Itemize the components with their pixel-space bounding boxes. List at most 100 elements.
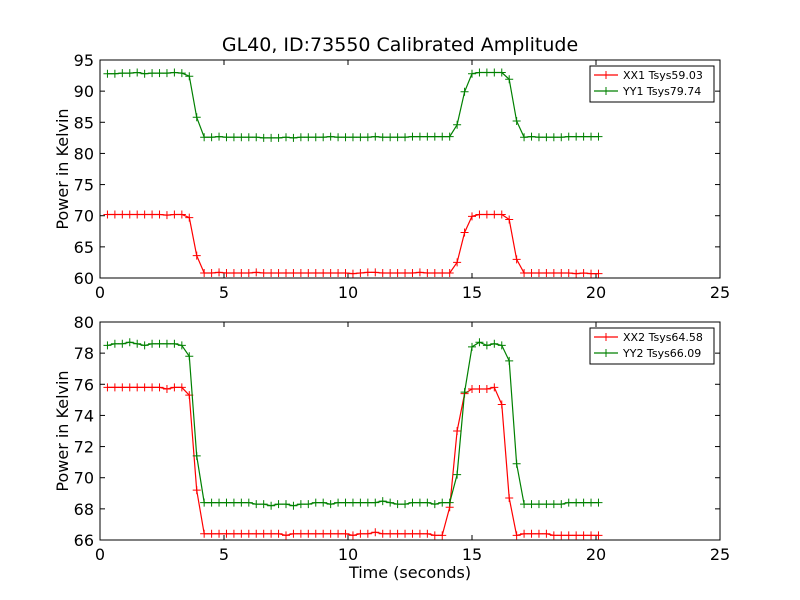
data-point xyxy=(348,133,357,142)
data-point xyxy=(438,498,447,507)
data-point xyxy=(244,133,253,142)
data-point xyxy=(386,269,395,278)
data-point xyxy=(140,341,149,350)
data-point xyxy=(348,531,357,540)
x-tick-label: 0 xyxy=(95,283,105,302)
series-0 xyxy=(103,210,603,278)
data-point xyxy=(319,133,328,142)
data-point xyxy=(185,72,194,81)
data-point xyxy=(200,498,209,507)
y-tick-label: 66 xyxy=(74,531,94,550)
data-point xyxy=(274,133,283,142)
x-tick-label: 0 xyxy=(95,545,105,564)
data-point xyxy=(505,215,514,224)
y-tick-label: 70 xyxy=(74,469,94,488)
y-tick-label: 65 xyxy=(74,238,94,257)
data-point xyxy=(296,133,305,142)
data-point xyxy=(445,132,454,141)
data-point xyxy=(408,269,417,278)
data-point xyxy=(162,384,171,393)
data-point xyxy=(594,531,603,540)
data-point xyxy=(534,133,543,142)
data-point xyxy=(557,531,566,540)
y-tick-label: 90 xyxy=(74,82,94,101)
data-point xyxy=(527,132,536,141)
data-point xyxy=(594,132,603,141)
data-point xyxy=(468,212,476,221)
data-point xyxy=(587,132,596,141)
data-point xyxy=(527,529,536,538)
data-point xyxy=(363,133,372,142)
y-tick-label: 72 xyxy=(74,438,94,457)
data-point xyxy=(542,133,551,142)
legend-box xyxy=(589,65,715,103)
data-point xyxy=(453,258,462,267)
data-point xyxy=(460,388,469,397)
data-point xyxy=(460,228,469,237)
data-point xyxy=(512,255,521,264)
data-point xyxy=(177,341,186,350)
data-point xyxy=(356,269,365,278)
data-point xyxy=(430,269,439,278)
data-point xyxy=(229,498,238,507)
legend-label: YY2 Tsys66.09 xyxy=(622,347,701,360)
data-point xyxy=(319,529,328,538)
data-point xyxy=(564,531,573,540)
data-point xyxy=(393,269,402,278)
data-point xyxy=(110,69,119,78)
data-point xyxy=(371,498,380,507)
data-point xyxy=(393,529,402,538)
data-point xyxy=(229,529,238,538)
data-point xyxy=(259,269,268,278)
data-point xyxy=(378,497,387,506)
data-point xyxy=(549,500,558,509)
data-point xyxy=(326,500,335,509)
data-point xyxy=(177,383,186,392)
data-point xyxy=(460,87,469,96)
data-point xyxy=(259,133,268,142)
data-point xyxy=(200,269,209,278)
y-tick-label: 85 xyxy=(74,113,94,132)
y-tick-label: 75 xyxy=(74,176,94,195)
data-point xyxy=(378,133,387,142)
axes-frame xyxy=(99,321,721,541)
data-point xyxy=(438,531,447,540)
data-point xyxy=(125,383,134,392)
y-tick-label: 76 xyxy=(74,375,94,394)
data-point xyxy=(572,531,581,540)
data-point xyxy=(200,133,209,142)
data-point xyxy=(289,501,298,510)
data-point xyxy=(133,339,142,348)
data-point xyxy=(341,133,350,142)
data-point xyxy=(557,133,566,142)
data-point xyxy=(252,133,261,142)
x-tick-label: 25 xyxy=(710,545,730,564)
data-point xyxy=(579,132,588,141)
data-point xyxy=(125,69,134,78)
data-point xyxy=(527,269,536,278)
data-point xyxy=(222,498,231,507)
data-point xyxy=(393,500,402,509)
data-point xyxy=(356,133,365,142)
series-line xyxy=(107,386,599,537)
data-point xyxy=(594,498,603,507)
y-tick-label: 80 xyxy=(74,313,94,332)
data-point xyxy=(594,269,603,278)
data-point xyxy=(468,342,476,351)
data-point xyxy=(185,213,194,222)
data-point xyxy=(520,133,529,142)
data-point xyxy=(401,529,410,538)
legend-label: YY1 Tsys79.74 xyxy=(622,85,701,98)
data-point xyxy=(549,133,558,142)
data-point xyxy=(155,69,164,78)
data-point xyxy=(162,211,171,220)
data-point xyxy=(363,529,372,538)
axes-frame xyxy=(99,59,721,279)
data-point xyxy=(170,339,179,348)
data-point xyxy=(393,133,402,142)
data-point xyxy=(482,68,491,77)
data-point xyxy=(118,69,127,78)
data-point xyxy=(438,132,447,141)
data-point xyxy=(177,69,186,78)
data-point xyxy=(110,383,119,392)
